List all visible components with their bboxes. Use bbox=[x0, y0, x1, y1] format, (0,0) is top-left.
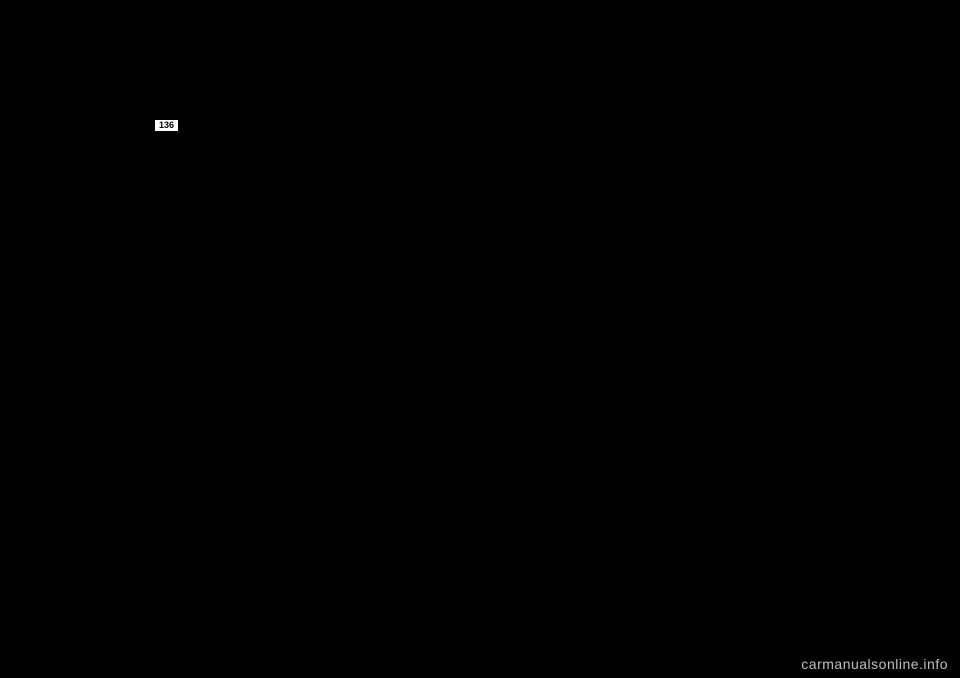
page-number-badge: 136 bbox=[155, 120, 178, 131]
watermark-text: carmanualsonline.info bbox=[801, 656, 948, 672]
